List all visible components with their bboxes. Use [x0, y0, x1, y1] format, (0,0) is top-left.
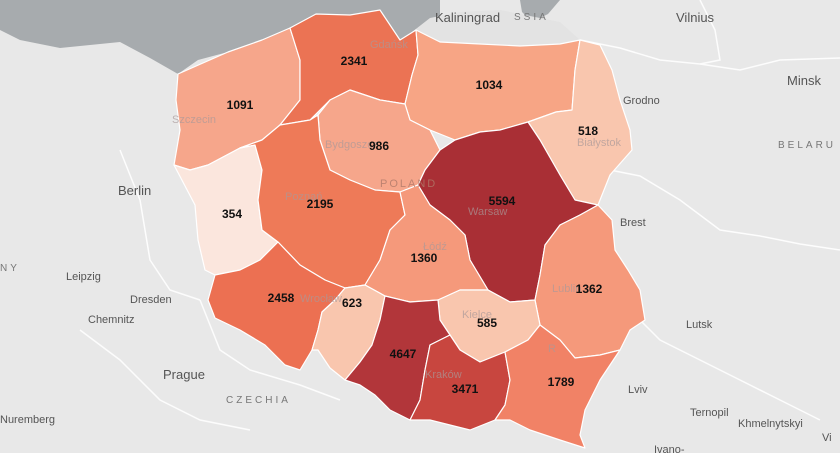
country-borders: [79, 0, 840, 431]
label-berlin: Berlin: [118, 183, 151, 198]
label-wroclaw: Wrocław: [300, 293, 342, 305]
label-poland: POLAND: [380, 178, 437, 190]
value-lodzkie: 1360: [411, 251, 438, 265]
label-khmelnytskyi: Khmelnytskyi: [738, 418, 803, 430]
label-dresden: Dresden: [130, 294, 172, 306]
label-vilnius: Vilnius: [676, 10, 715, 25]
label-bydgoszcz: Bydgoszcz: [325, 139, 378, 151]
label-minsk: Minsk: [787, 73, 821, 88]
label-czechia: CZECHIA: [226, 395, 291, 406]
label-kaliningrad: Kaliningrad: [435, 10, 500, 25]
label-r: R: [548, 343, 556, 355]
label-germany: NY: [0, 263, 20, 274]
value-lubelskie: 1362: [576, 282, 603, 296]
label-nuremberg: Nuremberg: [0, 414, 55, 426]
label-belarus: BELARU: [778, 140, 836, 151]
value-zachodniopomorskie: 1091: [227, 98, 254, 112]
label-vi: Vi: [822, 432, 832, 444]
place-labels: Kaliningrad SSIA Vilnius Minsk BELARU Gr…: [0, 10, 836, 453]
value-warminsko-mazurskie: 1034: [476, 78, 503, 92]
label-prague: Prague: [163, 367, 205, 382]
value-podkarpackie: 1789: [548, 375, 575, 389]
label-kielce: Kielce: [462, 309, 492, 321]
label-chemnitz: Chemnitz: [88, 314, 134, 326]
label-leipzig: Leipzig: [66, 271, 101, 283]
value-podlaskie: 518: [578, 124, 598, 138]
regions: [173, 9, 646, 449]
poland-city-labels: POLAND Gdańsk Szczecin Bydgoszcz Białyst…: [172, 39, 622, 381]
value-swietokrzyskie: 585: [477, 316, 497, 330]
label-lviv: Lviv: [628, 384, 648, 396]
label-gdansk: Gdańsk: [370, 39, 408, 51]
value-opolskie: 623: [342, 296, 362, 310]
label-krakow: Kraków: [425, 369, 462, 381]
label-grodno: Grodno: [623, 95, 660, 107]
label-brest: Brest: [620, 217, 646, 229]
value-pomorskie: 2341: [341, 54, 368, 68]
label-warsaw: Warsaw: [468, 206, 507, 218]
kaliningrad-oblast: [412, 10, 580, 46]
label-ternopil: Ternopil: [690, 407, 729, 419]
region-malopolskie[interactable]: [409, 334, 511, 431]
value-lubuskie: 354: [222, 207, 242, 221]
value-kujawsko-pomorskie: 986: [369, 139, 389, 153]
label-lublin: Lublin: [552, 283, 581, 295]
label-lutsk: Lutsk: [686, 319, 713, 331]
label-bialystok: Białystok: [577, 137, 622, 149]
value-mazowieckie: 5594: [489, 194, 516, 208]
value-dolnoslaskie: 2458: [268, 291, 295, 305]
value-slaskie: 4647: [390, 347, 417, 361]
label-ivano: Ivano-: [654, 444, 685, 453]
value-malopolskie: 3471: [452, 382, 479, 396]
baltic-sea: [0, 0, 440, 74]
region-podkarpackie[interactable]: [494, 324, 621, 449]
label-lodz: Łódź: [423, 241, 447, 253]
label-poznan: Poznań: [285, 191, 322, 203]
region-value-labels: 1091 2341 1034 518 986 354 2195 5594 136…: [222, 54, 603, 396]
label-russia: SSIA: [514, 12, 549, 23]
label-szczecin: Szczecin: [172, 114, 216, 126]
value-wielkopolskie: 2195: [307, 197, 334, 211]
